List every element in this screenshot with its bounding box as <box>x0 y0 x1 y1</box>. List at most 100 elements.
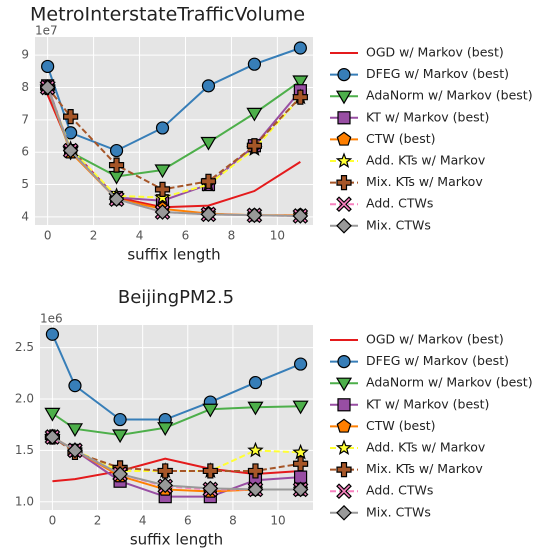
marker <box>155 121 170 135</box>
x-axis-label: suffix length <box>127 246 220 264</box>
y-tick-label: 1.0 <box>15 494 34 508</box>
marker <box>44 429 61 445</box>
y-tick-label: 1.5 <box>15 443 34 457</box>
marker <box>154 204 171 220</box>
marker <box>247 481 264 498</box>
marker <box>247 57 262 71</box>
legend-marker <box>336 462 352 478</box>
marker <box>292 481 309 498</box>
x-tick-label: 0 <box>44 229 52 243</box>
marker <box>113 412 127 427</box>
marker <box>292 89 308 105</box>
marker <box>44 407 61 422</box>
x-axis-label: suffix length <box>130 531 223 549</box>
marker <box>200 173 217 189</box>
y-tick-label: 5 <box>21 177 29 191</box>
y-tick-label: 2.5 <box>15 340 34 354</box>
legend-label: Mix. KTs w/ Markov <box>366 461 483 476</box>
marker <box>293 41 307 55</box>
legend-label: KT w/ Markov (best) <box>366 109 489 124</box>
legend-marker <box>335 152 353 169</box>
legend-marker <box>337 111 351 125</box>
marker <box>67 442 83 459</box>
marker <box>247 463 264 479</box>
legend-label: OGD w/ Markov (best) <box>366 45 504 60</box>
marker <box>63 109 79 125</box>
marker <box>292 400 309 415</box>
x-tick-label: 6 <box>184 514 192 528</box>
marker <box>292 443 309 460</box>
marker <box>248 375 263 390</box>
y-tick-label: 2.0 <box>15 392 34 406</box>
legend-label: CTW (best) <box>366 418 436 433</box>
legend-marker <box>335 439 353 456</box>
marker <box>200 136 217 151</box>
legend-label: AdaNorm w/ Markov (best) <box>366 375 533 390</box>
axis-offset: 1e7 <box>35 24 58 38</box>
marker <box>68 379 82 393</box>
marker <box>108 157 125 173</box>
marker <box>45 327 60 341</box>
legend-label: Add. CTWs <box>366 196 433 211</box>
marker <box>247 441 264 458</box>
axis-offset: 1e6 <box>40 312 63 326</box>
y-tick-label: 4 <box>21 209 29 223</box>
y-tick-label: 7 <box>21 112 29 126</box>
marker <box>157 463 173 479</box>
marker <box>292 75 309 90</box>
chart-title: MetroInterstateTrafficVolume <box>30 4 305 26</box>
legend-marker <box>336 196 352 213</box>
x-tick-label: 8 <box>228 229 236 243</box>
x-tick-label: 6 <box>182 229 190 243</box>
legend-marker <box>337 398 351 412</box>
legend-label: OGD w/ Markov (best) <box>366 332 504 347</box>
x-tick-label: 2 <box>90 229 98 243</box>
marker <box>246 107 263 122</box>
x-tick-label: 10 <box>270 514 285 528</box>
marker <box>202 480 219 497</box>
marker <box>201 79 216 93</box>
legend-label: Mix. KTs w/ Markov <box>366 174 483 189</box>
marker <box>157 477 174 494</box>
marker <box>246 207 263 224</box>
marker <box>247 401 264 416</box>
x-tick-label: 10 <box>270 229 285 243</box>
marker <box>293 357 308 371</box>
legend-label: AdaNorm w/ Markov (best) <box>366 88 533 103</box>
legend-label: Add. KTs w/ Markov <box>366 153 486 168</box>
y-tick-label: 8 <box>21 80 29 94</box>
legend-marker <box>336 131 352 146</box>
marker <box>200 206 217 223</box>
marker <box>41 59 55 74</box>
legend-label: Mix. CTWs <box>366 504 431 519</box>
marker <box>202 463 218 479</box>
marker <box>154 164 171 179</box>
legend-label: Add. KTs w/ Markov <box>366 440 486 455</box>
legend-marker <box>335 90 353 105</box>
marker <box>202 403 219 418</box>
marker <box>292 456 309 472</box>
marker <box>293 470 308 484</box>
chart-title: BeijingPM2.5 <box>118 287 234 308</box>
legend-label: CTW (best) <box>366 131 436 146</box>
legend-marker <box>336 418 352 433</box>
marker <box>292 208 309 224</box>
legend-label: DFEG w/ Markov (best) <box>366 66 509 81</box>
legend-marker <box>336 217 352 234</box>
legend-label: Mix. CTWs <box>366 217 431 232</box>
y-tick-label: 9 <box>21 48 29 62</box>
plot-area <box>40 325 313 510</box>
x-tick-label: 8 <box>229 514 237 528</box>
legend-label: KT w/ Markov (best) <box>366 396 489 411</box>
marker <box>112 466 128 482</box>
x-tick-label: 0 <box>49 514 57 528</box>
marker <box>66 423 84 437</box>
legend-marker <box>337 67 351 82</box>
marker <box>108 191 125 207</box>
marker <box>246 138 263 154</box>
legend-marker <box>336 504 352 521</box>
x-tick-label: 4 <box>136 229 144 243</box>
y-tick-label: 6 <box>21 145 29 159</box>
legend-label: Add. CTWs <box>366 483 433 498</box>
